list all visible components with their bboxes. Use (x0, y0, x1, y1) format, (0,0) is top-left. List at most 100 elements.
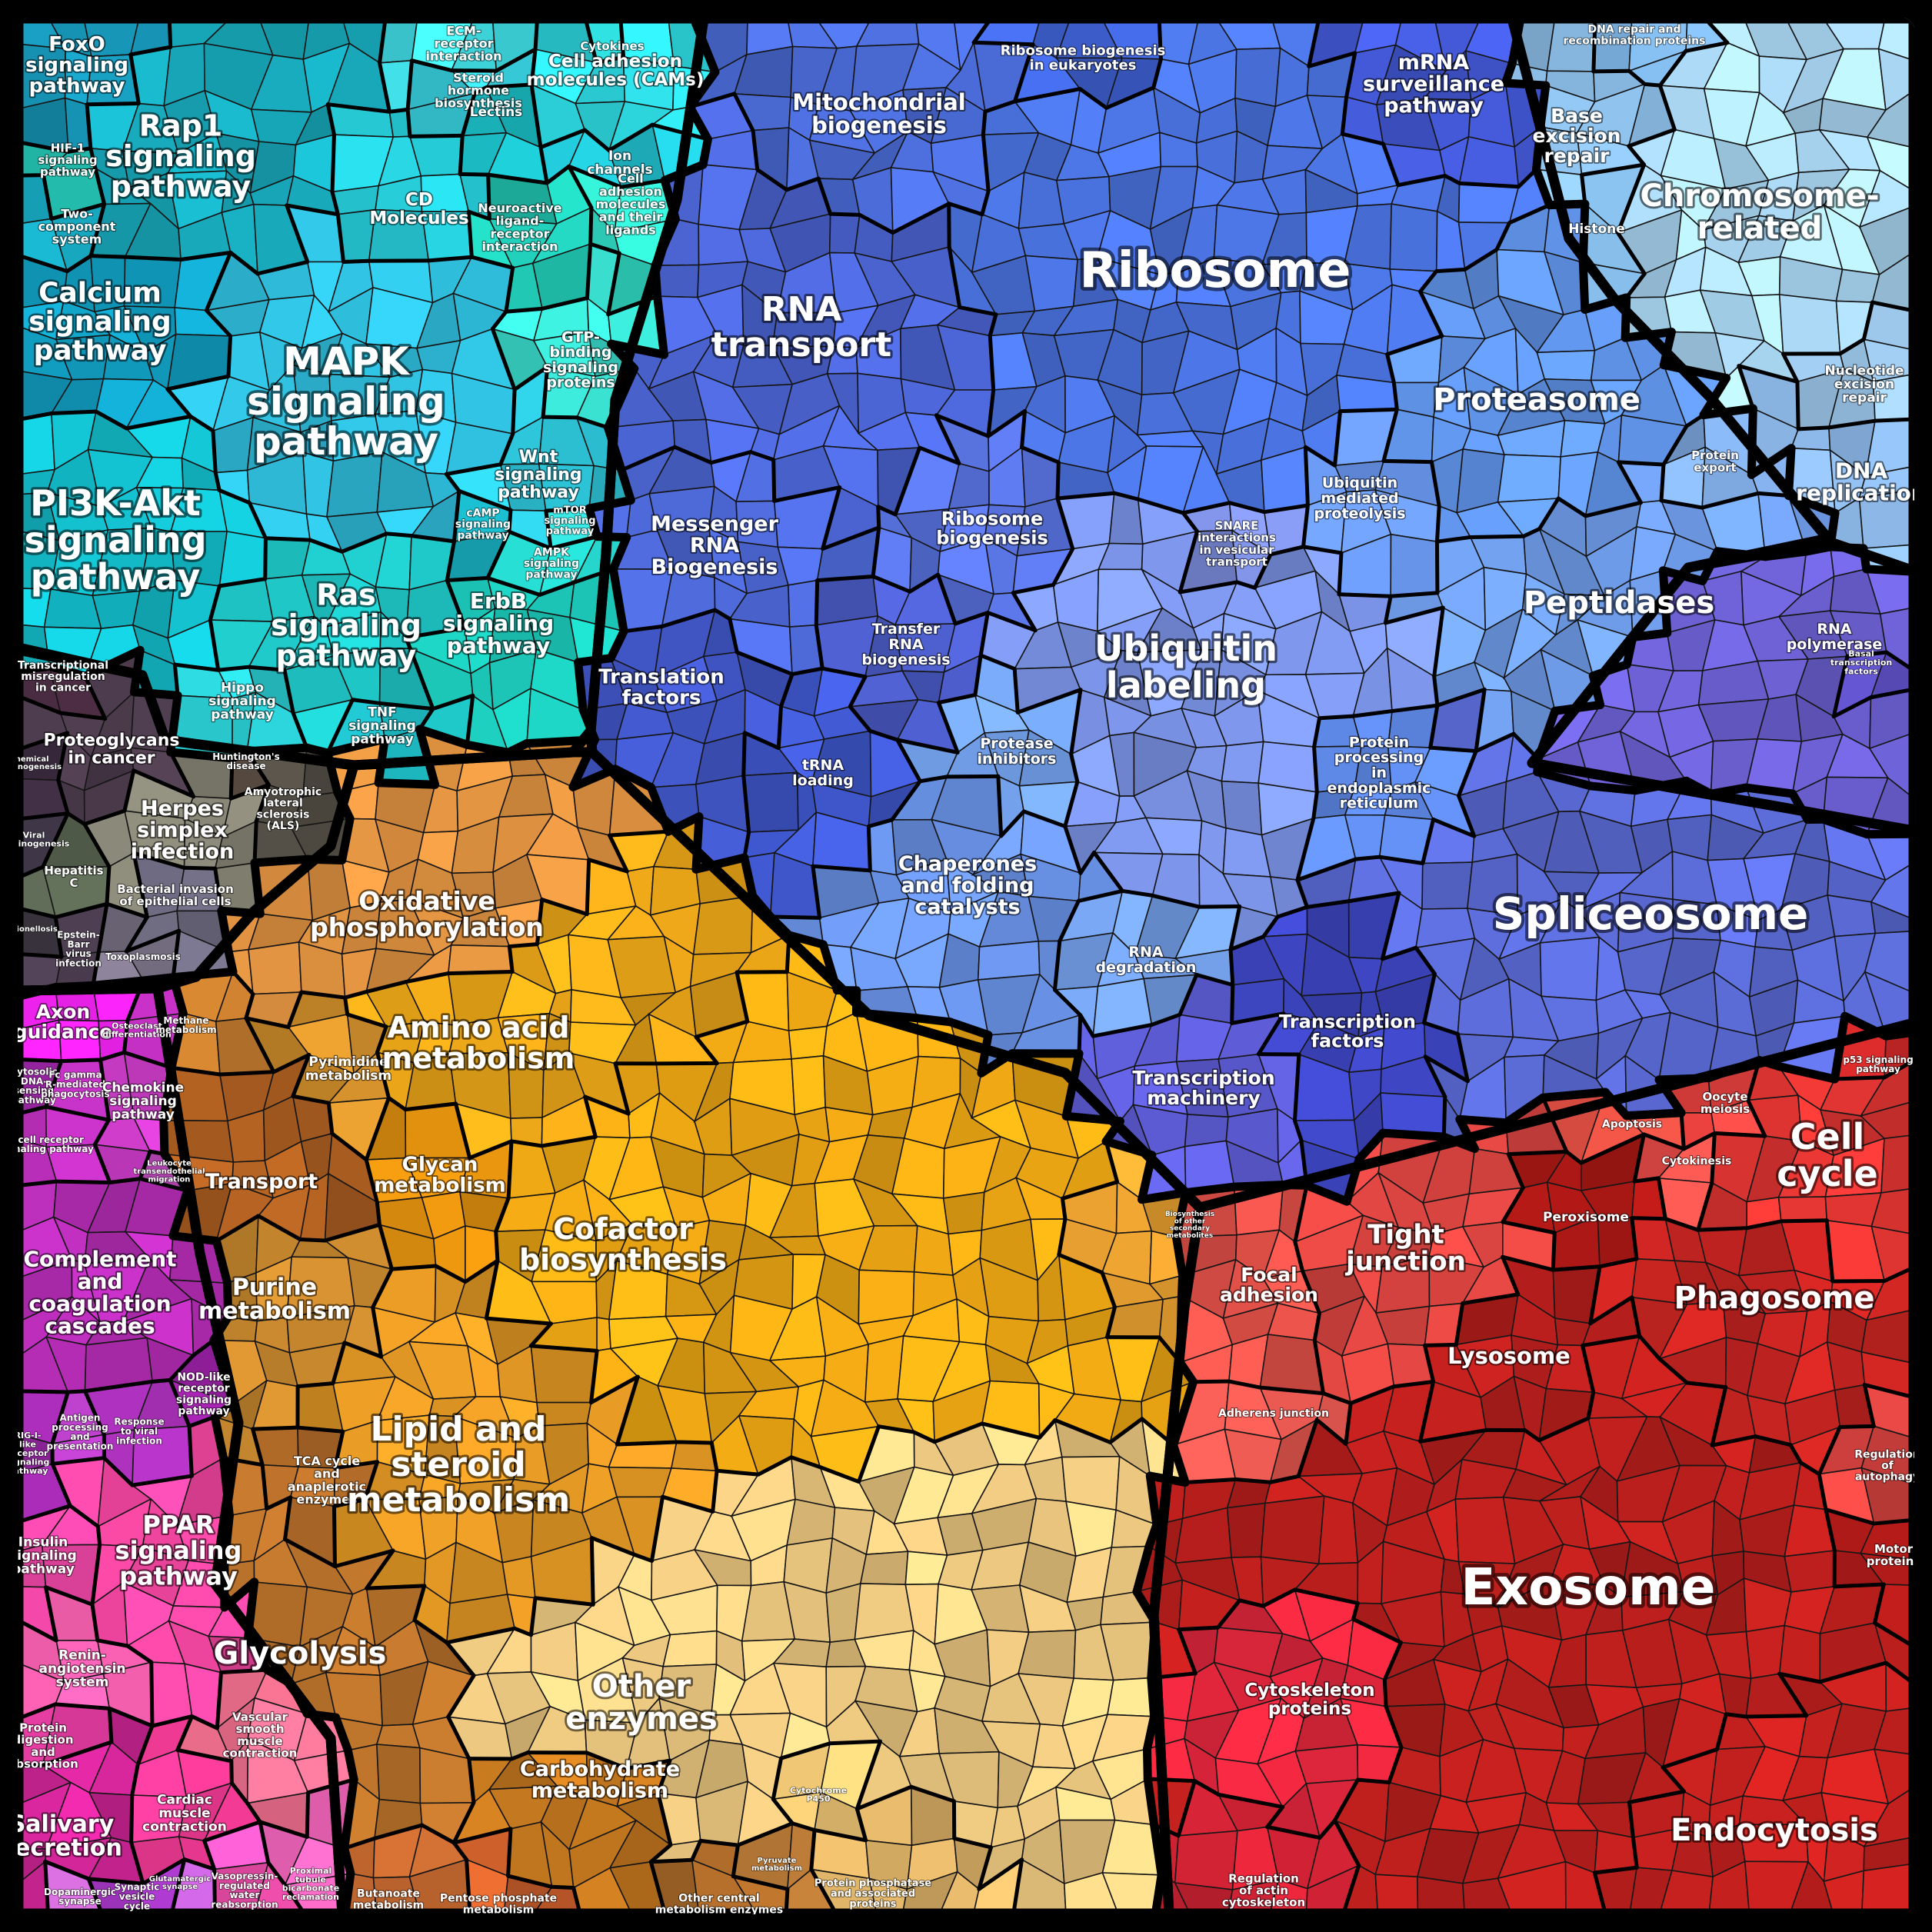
region-border (507, 942, 539, 949)
region-border (1659, 462, 1666, 503)
region-border (828, 1739, 882, 1746)
treemap-cell (1421, 861, 1474, 910)
treemap-cell (826, 345, 858, 375)
treemap-cell (1539, 936, 1601, 1001)
group-border (250, 854, 312, 868)
region-border (458, 172, 491, 177)
region-border (305, 1790, 311, 1839)
group-border (691, 812, 704, 874)
region-border (615, 1440, 679, 1447)
region-border (107, 1706, 114, 1744)
region-border (1337, 551, 1344, 597)
treemap-cell (608, 1466, 672, 1498)
region-border (54, 1179, 112, 1185)
treemap-cell (1777, 1196, 1828, 1222)
treemap-cell (1745, 1624, 1786, 1680)
treemap-cell (538, 463, 595, 512)
treemap-cell (1858, 488, 1915, 549)
region-border (1591, 17, 1597, 74)
treemap-cell (858, 1269, 915, 1325)
region-border (330, 132, 336, 194)
region-border (446, 970, 515, 976)
treemap-cell (791, 1054, 827, 1116)
region-border (228, 756, 235, 801)
group-border (159, 1116, 169, 1159)
region-border (971, 40, 1035, 47)
region-border (1230, 983, 1235, 1025)
region-border (1355, 1777, 1391, 1785)
region-border (187, 1424, 194, 1478)
treemap-cell (1226, 1502, 1266, 1558)
treemap-cell (735, 500, 779, 548)
region-border (365, 1584, 427, 1591)
treemap-cell (90, 255, 126, 313)
treemap-cell (913, 1224, 954, 1276)
treemap-cell (1294, 1744, 1359, 1784)
treemap-cell (1778, 294, 1841, 355)
region-border (17, 1389, 70, 1394)
treemap-cell (1593, 17, 1633, 72)
region-border (506, 1827, 513, 1878)
treemap-cell (1101, 1872, 1163, 1915)
group-border (1538, 1088, 1610, 1102)
region-border (148, 1149, 167, 1157)
region-border (1710, 1131, 1717, 1185)
region-border (981, 109, 988, 137)
region-border (1696, 1226, 1749, 1232)
region-border (1338, 407, 1399, 414)
region-border (218, 1070, 276, 1077)
treemap-cell (1221, 741, 1264, 784)
region-border (1077, 1013, 1083, 1056)
treemap-cell (376, 1744, 421, 1804)
treemap-cell (938, 1870, 980, 1915)
region-border (458, 133, 465, 176)
region-border (1724, 1712, 1748, 1719)
region-border (150, 1377, 172, 1384)
treemap-cell (58, 1019, 102, 1062)
region-border (589, 1536, 595, 1607)
treemap-cell (536, 1401, 592, 1427)
group-border (574, 658, 588, 715)
region-border (226, 334, 233, 378)
treemap-cell (372, 1876, 421, 1915)
group-border (1181, 1182, 1239, 1198)
region-border (1468, 534, 1526, 539)
region-border (541, 415, 579, 420)
treemap-cell (942, 1191, 985, 1235)
region-border (1354, 854, 1382, 861)
region-border (218, 1667, 269, 1675)
treemap-cell (1790, 427, 1831, 451)
treemap-cell (662, 1630, 718, 1667)
region-border (263, 536, 268, 581)
region-border (49, 409, 98, 415)
region-border (105, 864, 112, 906)
treemap-cell (859, 1551, 909, 1586)
region-border (675, 1440, 714, 1445)
treemap-cell (655, 264, 700, 298)
treemap-cell (771, 311, 838, 348)
treemap-cell (670, 1441, 718, 1472)
treemap-cell (788, 579, 818, 628)
treemap-cell (421, 211, 473, 261)
treemap-cell (326, 451, 383, 518)
region-border (1833, 1075, 1887, 1081)
region-border (252, 819, 258, 865)
region-border (1744, 1714, 1809, 1719)
treemap-cell (1024, 255, 1078, 312)
treemap-cell (1313, 745, 1362, 793)
treemap-cell (1227, 1878, 1280, 1915)
region-border (331, 1504, 337, 1569)
region-border (1191, 1379, 1231, 1384)
treemap-cell (692, 894, 754, 955)
region-border (507, 508, 513, 534)
region-border (85, 102, 141, 107)
treemap-cell (977, 940, 1041, 981)
region-border (1317, 714, 1355, 721)
treemap-cell (92, 590, 141, 630)
treemap-cell (648, 485, 715, 531)
region-border (298, 1237, 328, 1243)
treemap-cell (1221, 780, 1263, 836)
treemap-cell (1835, 268, 1880, 303)
region-border (95, 1524, 102, 1547)
